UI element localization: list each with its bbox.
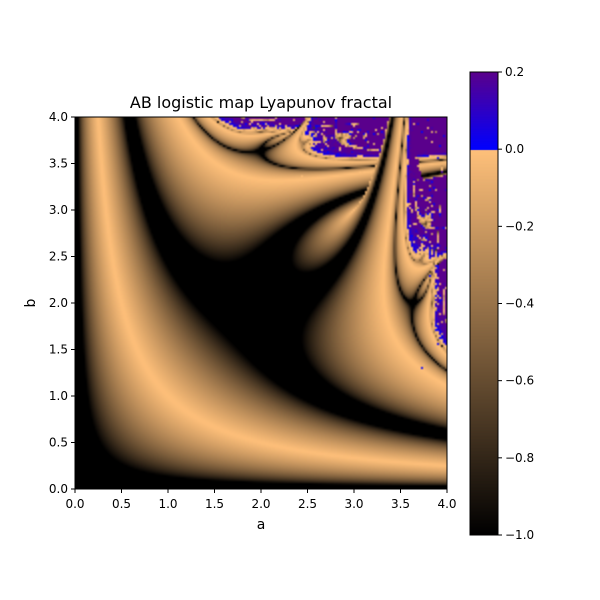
colorbar-tick-label: −1.0 [505, 528, 534, 542]
y-tick-label: 3.5 [49, 157, 68, 171]
colorbar [469, 71, 499, 536]
colorbar-tick-label: −0.6 [505, 374, 534, 388]
colorbar-gradient [470, 72, 498, 535]
x-axis-label: a [257, 517, 266, 533]
y-tick-label: 0.5 [49, 436, 68, 450]
x-tick-label: 2.5 [298, 497, 317, 511]
x-tick-label: 1.5 [205, 497, 224, 511]
y-tick-label: 4.0 [49, 110, 68, 124]
colorbar-tick-label: −0.2 [505, 219, 534, 233]
colorbar-tick-label: 0.2 [505, 65, 524, 79]
chart-title: AB logistic map Lyapunov fractal [130, 93, 392, 112]
y-tick-label: 1.0 [49, 389, 68, 403]
lyapunov-heatmap [75, 117, 447, 489]
y-tick-label: 0.0 [49, 482, 68, 496]
x-tick-label: 2.0 [251, 497, 270, 511]
colorbar-tick-label: −0.8 [505, 451, 534, 465]
x-axis: 0.0 0.5 1.0 1.5 2.0 2.5 3.0 3.5 4.0 [65, 489, 457, 511]
colorbar-tick-label: 0.0 [505, 142, 524, 156]
x-tick-label: 3.0 [344, 497, 363, 511]
colorbar-ticks: 0.2 0.0 −0.2 −0.4 −0.6 −0.8 −1.0 [498, 65, 534, 542]
x-tick-label: 1.0 [158, 497, 177, 511]
colorbar-tick-label: −0.4 [505, 297, 534, 311]
y-tick-label: 2.5 [49, 250, 68, 264]
plot-area [74, 116, 448, 490]
x-tick-label: 3.5 [391, 497, 410, 511]
y-tick-label: 3.0 [49, 203, 68, 217]
x-tick-label: 4.0 [437, 497, 456, 511]
y-tick-label: 2.0 [49, 296, 68, 310]
y-axis-label: b [23, 298, 39, 307]
x-tick-label: 0.0 [65, 497, 84, 511]
y-tick-label: 1.5 [49, 343, 68, 357]
x-tick-label: 0.5 [112, 497, 131, 511]
y-axis: 0.0 0.5 1.0 1.5 2.0 2.5 3.0 3.5 4.0 [49, 110, 75, 496]
